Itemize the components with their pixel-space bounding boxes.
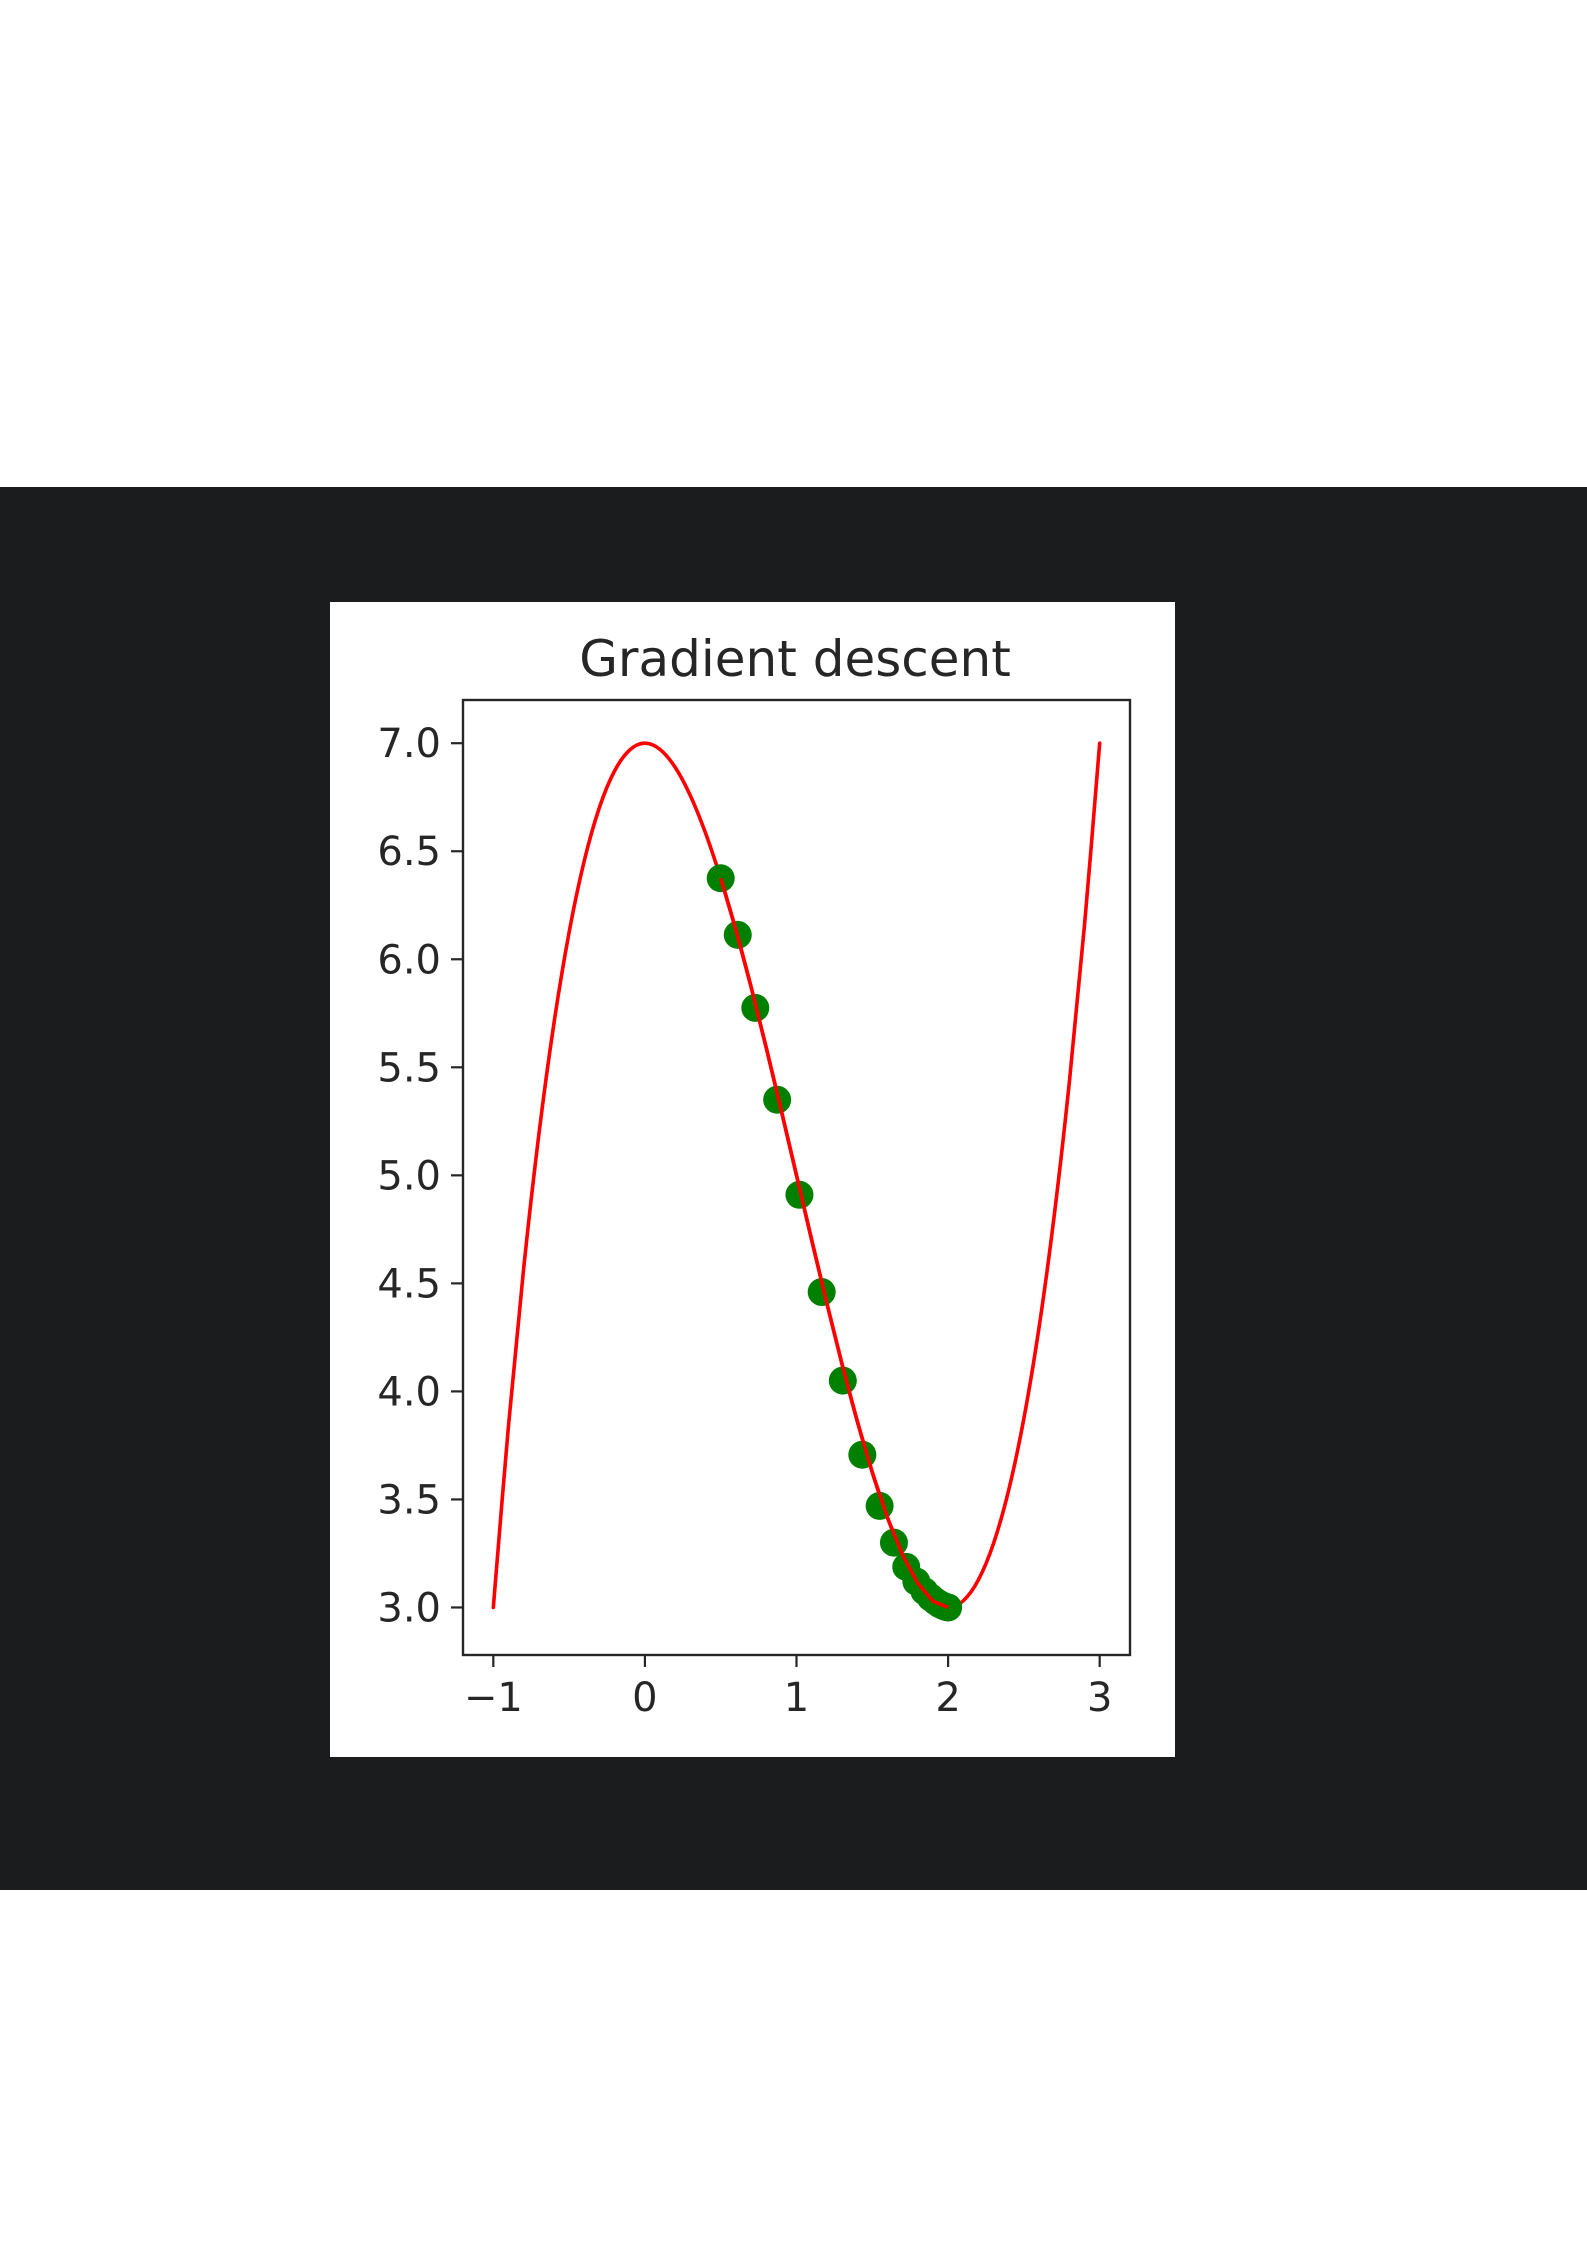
chart-title: Gradient descent xyxy=(579,630,1011,688)
plot-area xyxy=(491,741,1102,1622)
x-tick-label: 1 xyxy=(784,1675,809,1721)
y-tick-label: 5.0 xyxy=(377,1153,441,1199)
y-tick-label: 4.5 xyxy=(377,1261,441,1307)
y-tick-label: 6.0 xyxy=(377,937,441,983)
axes: −1 0 1 2 3 3.0 3.5 4.0 4.5 5.0 5.5 6.0 6.5 7.0 xyxy=(377,698,1132,1721)
y-tick-label: 7.0 xyxy=(377,721,441,767)
figure-panel: Gradient descent −1 0 1 2 3 3.0 3.5 4.0 4.5 5.0 5.… xyxy=(330,602,1175,1757)
y-tick-label: 6.5 xyxy=(377,829,441,875)
descent-point xyxy=(807,1278,836,1307)
y-tick-label: 4.0 xyxy=(377,1369,441,1415)
y-tick-label: 3.5 xyxy=(377,1477,441,1523)
x-tick-label: −1 xyxy=(464,1675,523,1721)
x-tick-label: 2 xyxy=(935,1675,960,1721)
y-tick-label: 3.0 xyxy=(377,1585,441,1631)
x-tick-label: 0 xyxy=(632,1675,657,1721)
curve-line-overlay xyxy=(718,877,949,1610)
gradient-descent-chart: Gradient descent −1 0 1 2 3 3.0 3.5 4.0 4.5 5.0 5.… xyxy=(377,630,1132,1721)
y-tick-label: 5.5 xyxy=(377,1045,441,1091)
x-tick-label: 3 xyxy=(1087,1675,1112,1721)
descent-point xyxy=(848,1440,877,1469)
